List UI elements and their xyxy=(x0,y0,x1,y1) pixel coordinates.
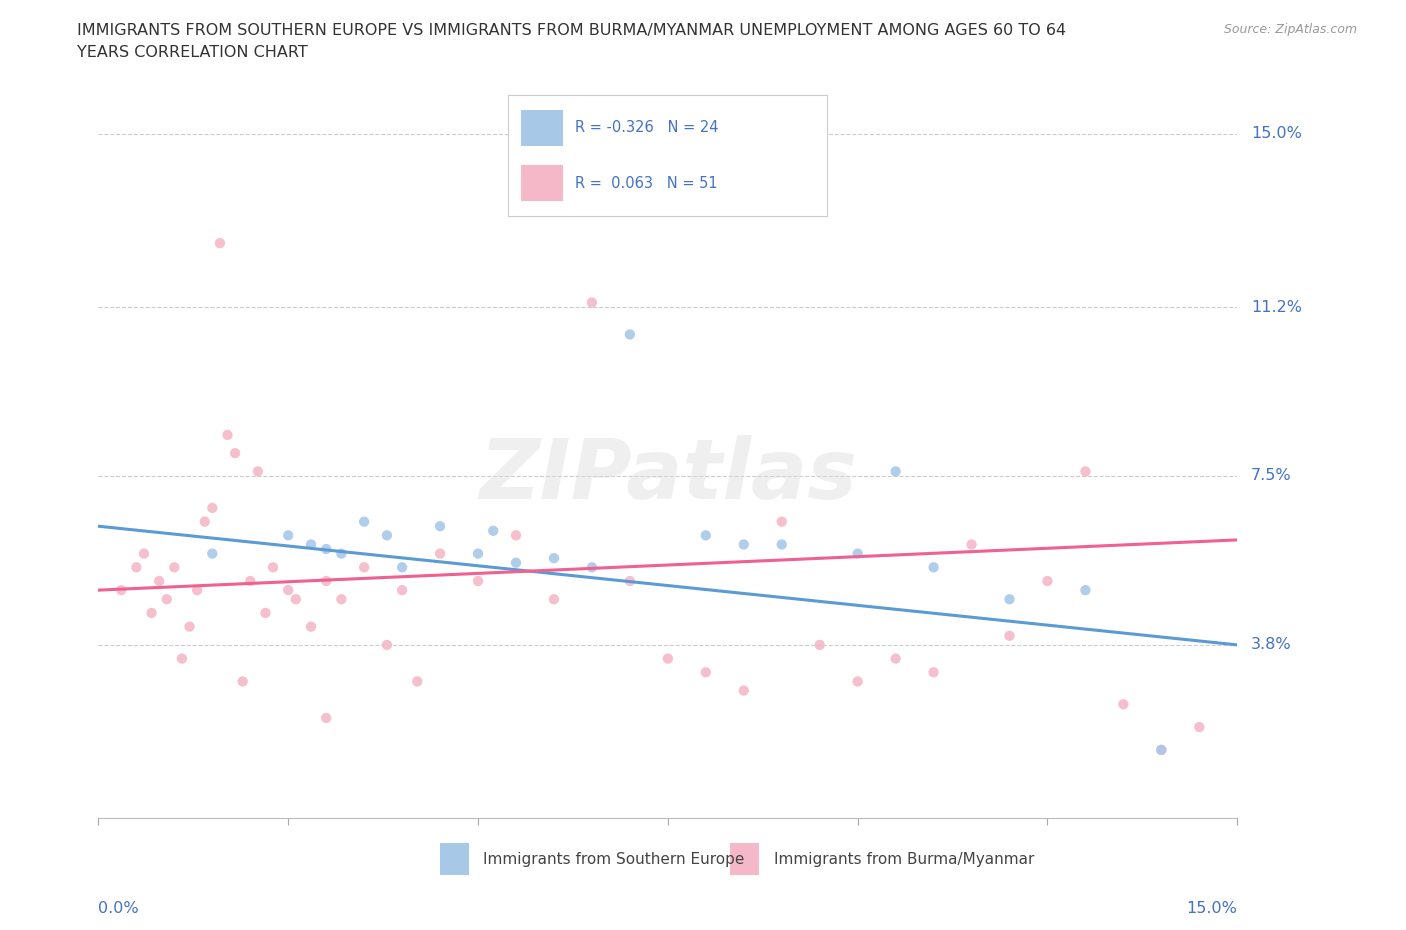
Point xyxy=(277,528,299,543)
Point xyxy=(299,619,322,634)
Point xyxy=(922,560,945,575)
Text: Source: ZipAtlas.com: Source: ZipAtlas.com xyxy=(1223,23,1357,36)
Point xyxy=(284,591,307,606)
Point xyxy=(1074,583,1097,598)
Point xyxy=(808,637,831,652)
FancyBboxPatch shape xyxy=(440,844,468,875)
Point xyxy=(217,428,239,443)
Point xyxy=(141,605,163,620)
Text: 3.8%: 3.8% xyxy=(1251,637,1292,653)
Point xyxy=(1150,742,1173,757)
Point xyxy=(1074,464,1097,479)
Point xyxy=(1036,574,1059,589)
Point xyxy=(232,674,254,689)
Point xyxy=(125,560,148,575)
Point xyxy=(467,546,489,561)
Point xyxy=(884,464,907,479)
Point xyxy=(657,651,679,666)
Point xyxy=(148,574,170,589)
Text: 11.2%: 11.2% xyxy=(1251,299,1302,314)
Point xyxy=(619,574,641,589)
Point xyxy=(262,560,284,575)
Point xyxy=(482,524,505,538)
Point xyxy=(505,528,527,543)
Text: 0.0%: 0.0% xyxy=(98,901,139,916)
Point xyxy=(299,537,322,551)
Point xyxy=(375,637,398,652)
Point xyxy=(110,583,132,598)
Point xyxy=(353,560,375,575)
Point xyxy=(330,591,353,606)
Point xyxy=(315,541,337,556)
Point xyxy=(277,583,299,598)
Point xyxy=(1112,697,1135,711)
Point xyxy=(429,546,451,561)
Text: Immigrants from Southern Europe: Immigrants from Southern Europe xyxy=(484,852,745,867)
Point xyxy=(467,574,489,589)
Point xyxy=(581,560,603,575)
Point xyxy=(330,546,353,561)
Point xyxy=(846,546,869,561)
Point xyxy=(922,665,945,680)
Point xyxy=(543,591,565,606)
Text: 15.0%: 15.0% xyxy=(1251,126,1302,141)
Point xyxy=(733,537,755,551)
Point xyxy=(543,551,565,565)
Text: ZIPatlas: ZIPatlas xyxy=(479,435,856,516)
Point xyxy=(375,528,398,543)
Point xyxy=(695,528,717,543)
Point xyxy=(429,519,451,534)
Point xyxy=(998,591,1021,606)
Point xyxy=(581,295,603,310)
Point xyxy=(163,560,186,575)
Point xyxy=(770,537,793,551)
Text: 15.0%: 15.0% xyxy=(1187,901,1237,916)
Point xyxy=(224,445,246,460)
Point xyxy=(406,674,429,689)
Text: 7.5%: 7.5% xyxy=(1251,469,1292,484)
Point xyxy=(353,514,375,529)
Point xyxy=(315,711,337,725)
Point xyxy=(960,537,983,551)
Point xyxy=(1188,720,1211,735)
Point xyxy=(733,684,755,698)
Point xyxy=(505,555,527,570)
Text: Immigrants from Burma/Myanmar: Immigrants from Burma/Myanmar xyxy=(773,852,1035,867)
Point xyxy=(246,464,269,479)
Point xyxy=(1150,742,1173,757)
Point xyxy=(619,327,641,342)
Point xyxy=(770,514,793,529)
Point xyxy=(846,674,869,689)
Point xyxy=(179,619,201,634)
FancyBboxPatch shape xyxy=(731,844,759,875)
Point xyxy=(391,583,413,598)
Point xyxy=(391,560,413,575)
Point xyxy=(201,546,224,561)
Point xyxy=(208,235,231,250)
Point xyxy=(998,629,1021,644)
Point xyxy=(201,500,224,515)
Point xyxy=(884,651,907,666)
Text: IMMIGRANTS FROM SOUTHERN EUROPE VS IMMIGRANTS FROM BURMA/MYANMAR UNEMPLOYMENT AM: IMMIGRANTS FROM SOUTHERN EUROPE VS IMMIG… xyxy=(77,23,1067,38)
Point xyxy=(194,514,217,529)
Point xyxy=(695,665,717,680)
Point xyxy=(170,651,193,666)
Point xyxy=(254,605,277,620)
Text: YEARS CORRELATION CHART: YEARS CORRELATION CHART xyxy=(77,45,308,60)
Point xyxy=(315,574,337,589)
Point xyxy=(239,574,262,589)
Point xyxy=(186,583,208,598)
Point xyxy=(156,591,179,606)
Point xyxy=(132,546,155,561)
